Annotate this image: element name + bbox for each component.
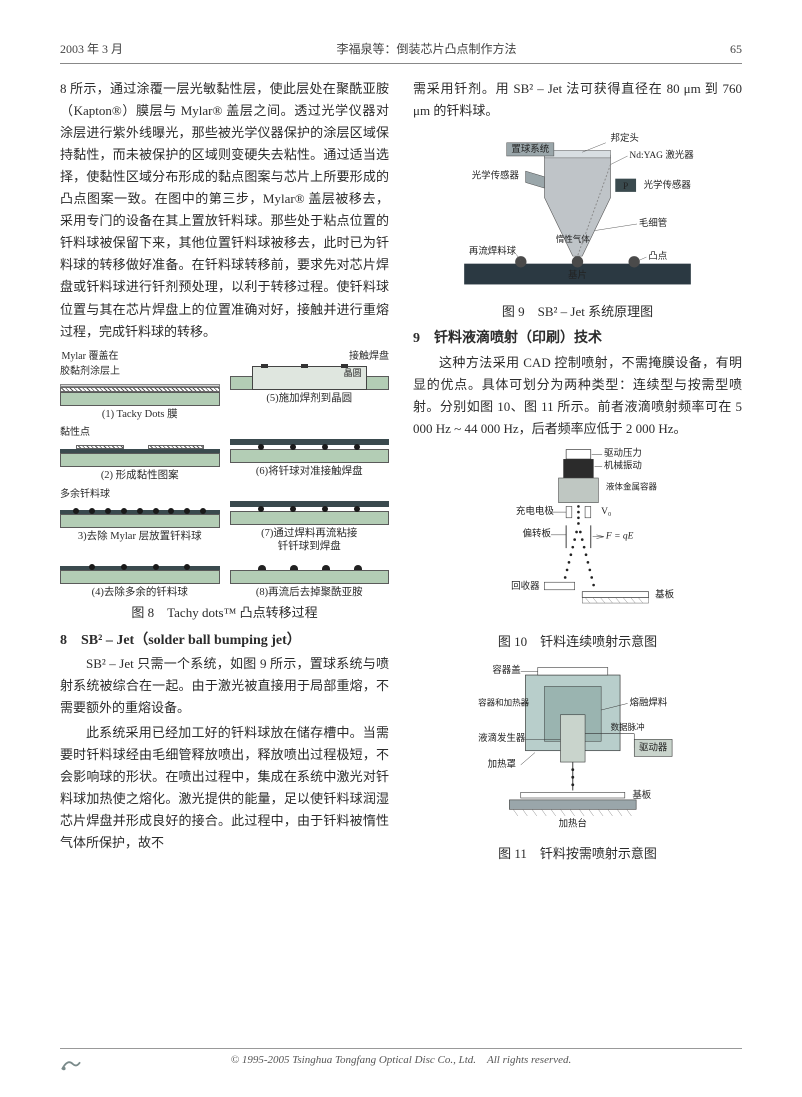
fig8-step8-diagram [230,558,390,584]
svg-text:加热台: 加热台 [559,818,587,830]
figure-8: Mylar 覆盖在 胶黏剂涂层上x (1) Tacky Dots 膜 接触焊盘 … [60,349,389,624]
fig8-caption-3: 3)去除 Mylar 层放置钎料球 [60,530,220,544]
fig8-caption-5: (5)施加焊剂到晶圆 [230,392,390,406]
fig8-step4-diagram [60,558,220,584]
figure-10: 驱动压力 机械振动 液体金属容器 充电电极 V₀ 偏转板 F = qE [413,442,742,622]
fig8-step3-diagram [60,502,220,528]
fig8-step7-diagram [230,499,390,525]
figure-11-caption: 图 11 钎料按需喷射示意图 [413,844,742,864]
svg-text:F = qE: F = qE [605,532,634,542]
page-number: 65 [730,40,742,59]
section-9-para: 这种方法采用 CAD 控制喷射，不需掩膜设备，有明显的优点。具体可划分为两种类型… [413,352,742,440]
fig8-label-pad: 接触焊盘 [349,349,389,365]
figure-8-caption: 图 8 Tachy dots™ 凸点转移过程 [60,603,389,623]
fig8-caption-1: (1) Tacky Dots 膜 [60,408,220,422]
fig8-caption-4: (4)去除多余的钎料球 [60,586,220,600]
svg-text:凸点: 凸点 [648,251,667,262]
svg-text:液滴发生器: 液滴发生器 [478,733,526,745]
svg-text:基片: 基片 [568,269,587,281]
para-sb2-continued: 需采用钎剂。用 SB² – Jet 法可获得直径在 80 μm 到 760 μm… [413,78,742,122]
svg-text:驱动压力: 驱动压力 [604,447,642,459]
svg-text:熔融焊料: 熔融焊料 [630,697,668,709]
figure-9-caption: 图 9 SB² – Jet 系统原理图 [413,302,742,322]
svg-text:P: P [623,182,628,192]
svg-text:容器盖: 容器盖 [492,665,521,677]
fig8-label-extra-balls: 多余钎料球 [60,487,110,503]
svg-text:再流焊料球: 再流焊料球 [469,245,517,257]
svg-text:V₀: V₀ [601,507,611,517]
fig8-label-mylar: Mylar 覆盖在 胶黏剂涂层上 [60,349,120,380]
svg-text:液体金属容器: 液体金属容器 [606,481,658,491]
copyright-footer: © 1995-2005 Tsinghua Tongfang Optical Di… [0,1052,802,1069]
fig8-caption-7: (7)通过焊料再流粘接 钎钎球到焊盘 [230,527,390,554]
svg-text:置球系统: 置球系统 [511,143,549,155]
fig8-step2-diagram [60,441,220,467]
section-8-para-1: SB² – Jet 只需一个系统，如图 9 所示，置球系统与喷射系统被综合在一起… [60,653,389,719]
svg-text:光学传感器: 光学传感器 [472,169,520,181]
svg-text:机械振动: 机械振动 [604,460,642,472]
svg-text:基板: 基板 [655,588,674,600]
fig8-caption-8: (8)再流后去掉聚酰亚胺 [230,586,390,600]
svg-text:毛细管: 毛细管 [639,217,667,229]
section-9-heading: 9 钎料液滴喷射（印刷）技术 [413,328,742,350]
left-column: 8 所示，通过涂覆一层光敏黏性层，使此层处在聚酰亚胺（Kapton®）膜层与 M… [60,78,389,870]
svg-text:回收器: 回收器 [511,580,540,592]
fig8-step5-diagram: 晶圆 [230,364,390,390]
svg-text:充电电极: 充电电极 [516,505,554,517]
header-date: 2003 年 3 月 [60,40,123,59]
fig8-step1-diagram [60,380,220,406]
figure-10-caption: 图 10 钎料连续喷射示意图 [413,632,742,652]
figure-11: 容器盖 容器和加热器 熔融焊料 液滴发生器 数据脉冲 驱动器 加热罩 [413,658,742,833]
fig8-caption-2: (2) 形成黏性图案 [60,469,220,483]
svg-text:加热罩: 加热罩 [488,758,516,770]
svg-text:基板: 基板 [632,789,651,801]
section-8-para-2: 此系统采用已经加工好的钎料球放在储存槽中。当需要时钎料球经由毛细管释放喷出，释放… [60,722,389,855]
svg-text:惰性气体: 惰性气体 [556,234,591,244]
fig8-step6-diagram [230,437,390,463]
fig8-caption-6: (6)将钎球对准接触焊盘 [230,465,390,479]
svg-text:驱动器: 驱动器 [639,743,668,754]
section-8-heading: 8 SB² – Jet（solder ball bumping jet） [60,630,389,652]
svg-text:偏转板: 偏转板 [523,528,552,540]
svg-text:数据脉冲: 数据脉冲 [611,722,645,732]
para-process-description: 8 所示，通过涂覆一层光敏黏性层，使此层处在聚酰亚胺（Kapton®）膜层与 M… [60,78,389,343]
svg-text:容器和加热器: 容器和加热器 [478,698,530,708]
svg-text:邦定头: 邦定头 [611,132,639,144]
svg-text:Nd:YAG 激光器: Nd:YAG 激光器 [629,149,694,161]
page-header: 2003 年 3 月 李福泉等：倒装芯片凸点制作方法 65 [60,40,742,64]
footer-rule [60,1048,742,1049]
figure-9: 基片 置球系统 邦定头 Nd:YAG 激光器 光学传感器 P 光学传感器 毛细 [413,122,742,292]
header-title: 李福泉等：倒装芯片凸点制作方法 [337,40,517,59]
two-column-body: 8 所示，通过涂覆一层光敏黏性层，使此层处在聚酰亚胺（Kapton®）膜层与 M… [60,78,742,870]
right-column: 需采用钎剂。用 SB² – Jet 法可获得直径在 80 μm 到 760 μm… [413,78,742,870]
fig8-label-tacky: 黏性点 [60,425,90,441]
svg-text:光学传感器: 光学传感器 [644,179,692,191]
